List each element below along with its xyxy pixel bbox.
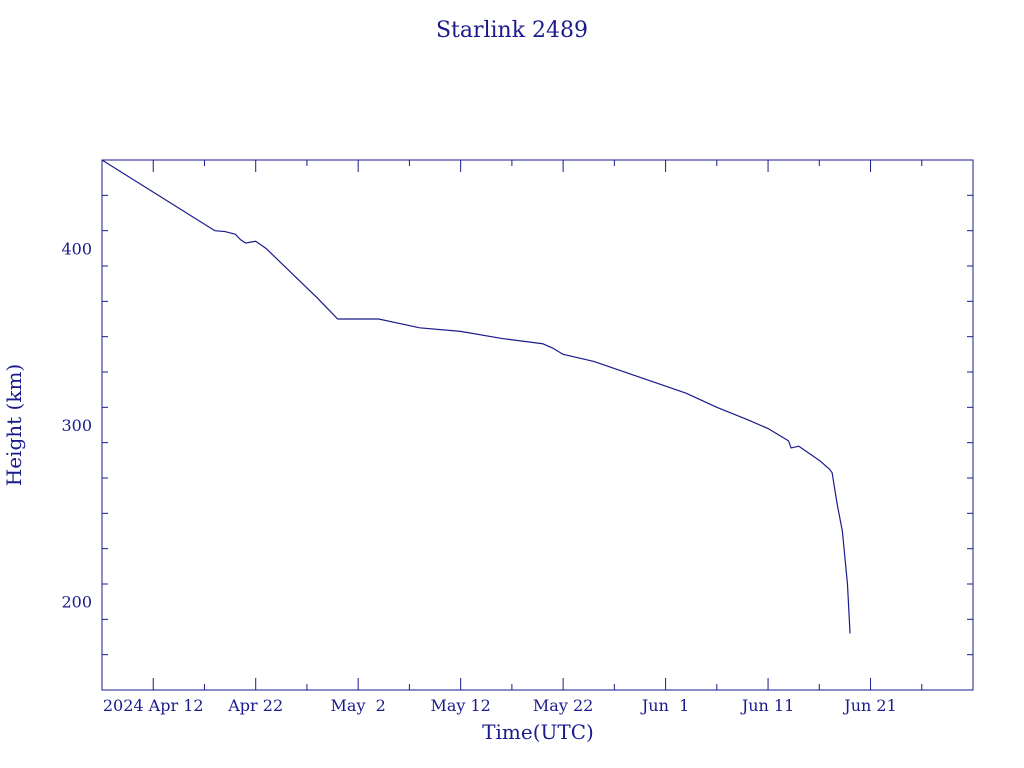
chart-title: Starlink 2489 [436, 18, 588, 43]
x-tick-label: Jun 21 [842, 696, 896, 715]
x-tick-label: 2024 Apr 12 [103, 696, 204, 715]
x-tick-label: May 22 [533, 696, 593, 715]
y-tick-label: 200 [61, 593, 92, 612]
x-axis-label: Time(UTC) [482, 720, 594, 744]
y-axis-label: Height (km) [2, 364, 26, 486]
x-tick-label: Jun 11 [740, 696, 794, 715]
tick-labels: 2024 Apr 12 Apr 22 May 2 May 12 May 22 Jun 1 J… [61, 239, 896, 715]
axis-ticks [102, 159, 973, 691]
x-tick-label: May 12 [430, 696, 490, 715]
y-tick-label: 400 [61, 239, 92, 258]
height-series-line [101, 159, 851, 634]
x-tick-label: Jun 1 [640, 696, 689, 715]
y-tick-label: 300 [61, 416, 92, 435]
plot-frame [101, 159, 974, 691]
x-tick-label: May 2 [331, 696, 386, 715]
x-tick-label: Apr 22 [227, 696, 283, 715]
